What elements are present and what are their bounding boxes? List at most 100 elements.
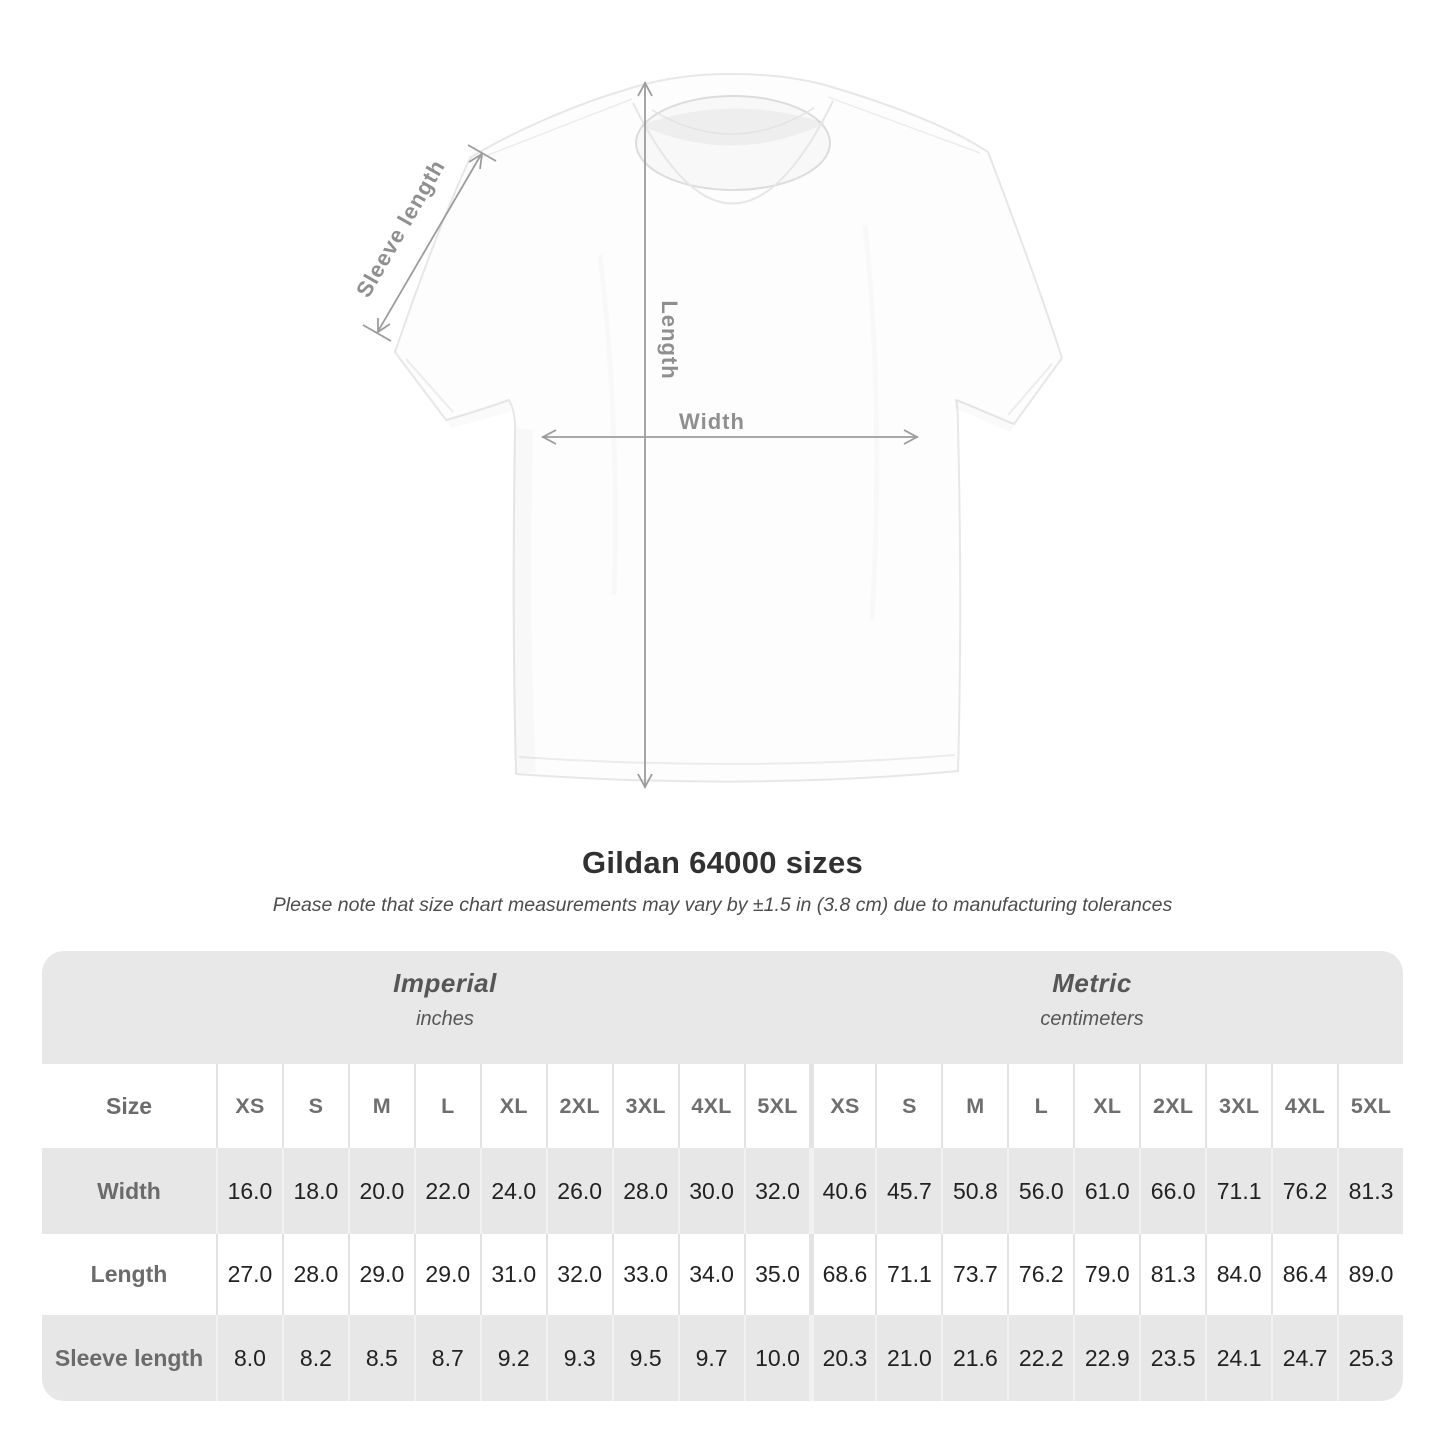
table-cell: 16.0 [216,1148,282,1234]
table-cell: 30.0 [677,1148,744,1234]
table-cell: 24.1 [1205,1315,1271,1401]
collar-opening [635,95,831,191]
table-cell: 9.2 [479,1315,546,1401]
tolerance-note: Please note that size chart measurements… [272,894,1173,916]
table-cell: 33.0 [611,1234,678,1315]
size-col-header: XL [1073,1064,1139,1148]
size-col-header: 2XL [1139,1064,1205,1148]
table-cell: 28.0 [281,1234,348,1315]
table-cell: 31.0 [479,1234,546,1315]
table-header-band: Imperial inches Metric centimeters [42,951,1403,1064]
table-cell: 89.0 [1337,1234,1403,1315]
metric-unit: centimeters [1040,1008,1144,1030]
table-cell: 40.6 [809,1148,875,1234]
size-col-header: XS [216,1064,282,1148]
table-cell: 56.0 [1007,1148,1073,1234]
size-col-header: 5XL [743,1064,810,1148]
table-cell: 32.0 [743,1148,810,1234]
tshirt-shape [394,73,1063,783]
sleeve-hem-left [405,358,454,413]
page-title: Gildan 64000 sizes [581,845,864,880]
table-cell: 86.4 [1271,1234,1337,1315]
table-cell: 23.5 [1139,1315,1205,1401]
table-cell: 68.6 [809,1234,875,1315]
collar-band-edge [632,100,834,205]
size-col-header: 2XL [545,1064,612,1148]
width-row: Width 16.0 18.0 20.0 22.0 24.0 26.0 28.0… [42,1148,1403,1234]
table-cell: 79.0 [1073,1234,1139,1315]
bottom-hem-stitch [518,754,956,765]
width-label: Width [679,409,745,434]
sleeve-hem-right [1007,363,1053,416]
table-cell: 24.0 [479,1148,546,1234]
table-cell: 8.2 [281,1315,348,1401]
imperial-header: Imperial inches [393,968,497,1031]
table-cell: 76.2 [1007,1234,1073,1315]
size-col-header: S [875,1064,941,1148]
size-corner-label: Size [105,1092,153,1119]
tshirt-figure: Width Length Sleeve length [351,73,1063,789]
size-col-header: L [413,1064,480,1148]
size-col-header: M [941,1064,1007,1148]
table-cell: 84.0 [1205,1234,1271,1315]
table-cell: 81.3 [1337,1148,1403,1234]
table-cell: 71.1 [1205,1148,1271,1234]
table-cell: 66.0 [1139,1148,1205,1234]
metric-header: Metric centimeters [1040,968,1143,1031]
size-col-header: 5XL [1337,1064,1403,1148]
size-col-header: M [347,1064,414,1148]
table-cell: 27.0 [216,1234,282,1315]
size-col-header: 3XL [611,1064,678,1148]
table-cell: 29.0 [413,1234,480,1315]
sleeve-length-arrow [362,144,497,342]
shoulder-seam-left [477,98,633,160]
table-cell: 24.7 [1271,1315,1337,1401]
sleeve-length-row: Sleeve length 8.0 8.2 8.5 8.7 9.2 9.3 9.… [42,1315,1403,1401]
size-col-header: 4XL [1271,1064,1337,1148]
collar-back-seam [651,107,815,135]
table-cell: 8.0 [216,1315,282,1401]
width-arrow [541,429,919,445]
table-cell: 26.0 [545,1148,612,1234]
table-cell: 35.0 [743,1234,810,1315]
size-col-header: L [1007,1064,1073,1148]
table-cell: 9.3 [545,1315,612,1401]
table-cell: 50.8 [941,1148,1007,1234]
table-cell: 8.7 [413,1315,480,1401]
size-table: Imperial inches Metric centimeters Size … [42,951,1403,1401]
length-arrow [637,81,653,789]
row-label: Length [90,1261,168,1287]
table-cell: 32.0 [545,1234,612,1315]
row-label: Width [97,1177,161,1204]
size-col-header: XS [809,1064,875,1148]
table-cell: 73.7 [941,1234,1007,1315]
table-cell: 76.2 [1271,1148,1337,1234]
size-col-header: S [281,1064,348,1148]
table-cell: 9.7 [677,1315,744,1401]
size-col-header: XL [479,1064,546,1148]
table-cell: 22.0 [413,1148,480,1234]
table-cell: 20.0 [347,1148,414,1234]
collar-inner-shadow [640,108,826,146]
table-cell: 21.0 [875,1315,941,1401]
table-cell: 8.5 [347,1315,414,1401]
table-cell: 20.3 [809,1315,875,1401]
table-cell: 21.6 [941,1315,1007,1401]
size-header-row: Size XS S M L XL 2XL 3XL 4XL 5XL XS S M … [42,1064,1403,1148]
imperial-unit: inches [416,1008,474,1030]
size-col-header: 3XL [1205,1064,1271,1148]
table-cell: 22.9 [1073,1315,1139,1401]
table-cell: 29.0 [347,1234,414,1315]
table-cell: 9.5 [611,1315,678,1401]
table-cell: 61.0 [1073,1148,1139,1234]
metric-title: Metric [1052,968,1132,998]
table-cell: 18.0 [281,1148,348,1234]
table-cell: 71.1 [875,1234,941,1315]
size-col-header: 4XL [677,1064,744,1148]
table-cell: 22.2 [1007,1315,1073,1401]
table-cell: 28.0 [611,1148,678,1234]
row-label: Sleeve length [54,1344,204,1371]
table-cell: 81.3 [1139,1234,1205,1315]
shoulder-seam-right [827,96,981,154]
table-cell: 45.7 [875,1148,941,1234]
